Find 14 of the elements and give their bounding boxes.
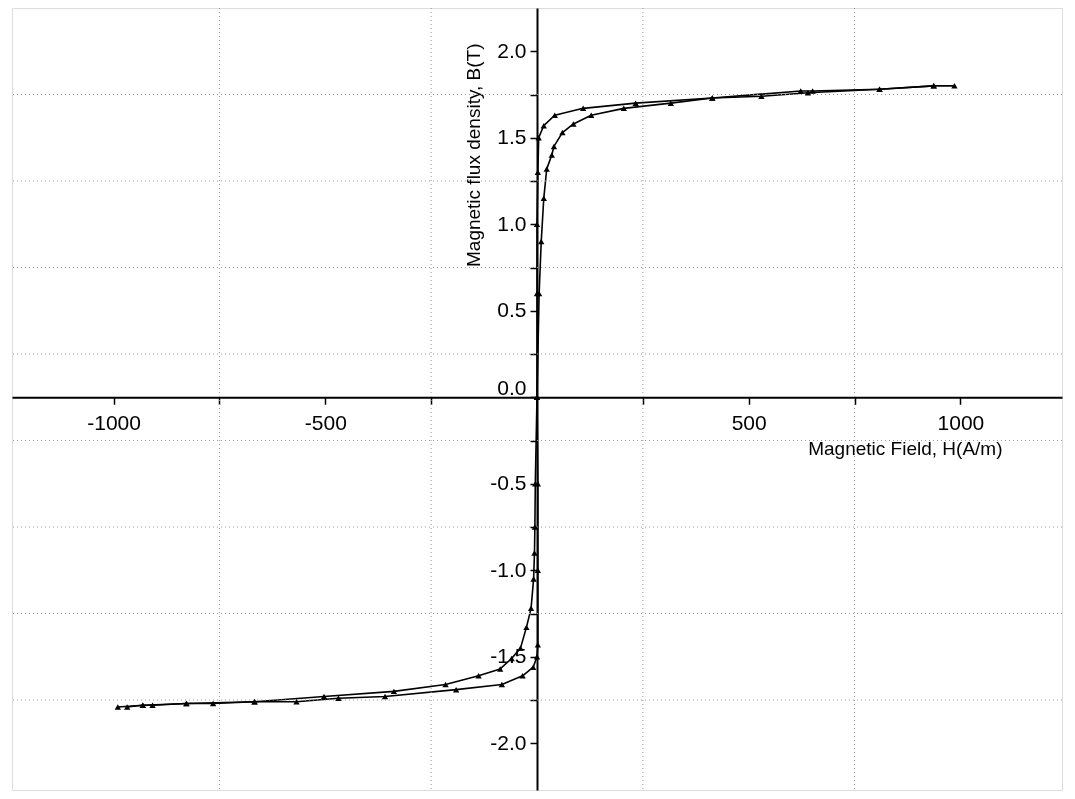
y-tick-label: -2.0 xyxy=(490,730,527,754)
x-tick-label: 500 xyxy=(731,410,767,434)
y-tick-label: 1.5 xyxy=(497,125,527,149)
y-tick-label: -0.5 xyxy=(490,471,527,495)
y-axis-title: Magnetic flux density, B(T) xyxy=(463,43,485,268)
x-tick-label: 1000 xyxy=(937,410,985,434)
y-tick-label: 0.5 xyxy=(497,298,527,322)
y-tick-label: -1.0 xyxy=(490,557,527,581)
y-tick-label: 1.0 xyxy=(497,211,527,235)
y-tick-label: 2.0 xyxy=(497,38,527,62)
x-axis-title: Magnetic Field, H(A/m) xyxy=(808,437,1003,459)
y-tick-label: 0.0 xyxy=(497,375,527,399)
x-tick-label: -500 xyxy=(304,410,347,434)
x-tick-label: -1000 xyxy=(87,410,141,434)
